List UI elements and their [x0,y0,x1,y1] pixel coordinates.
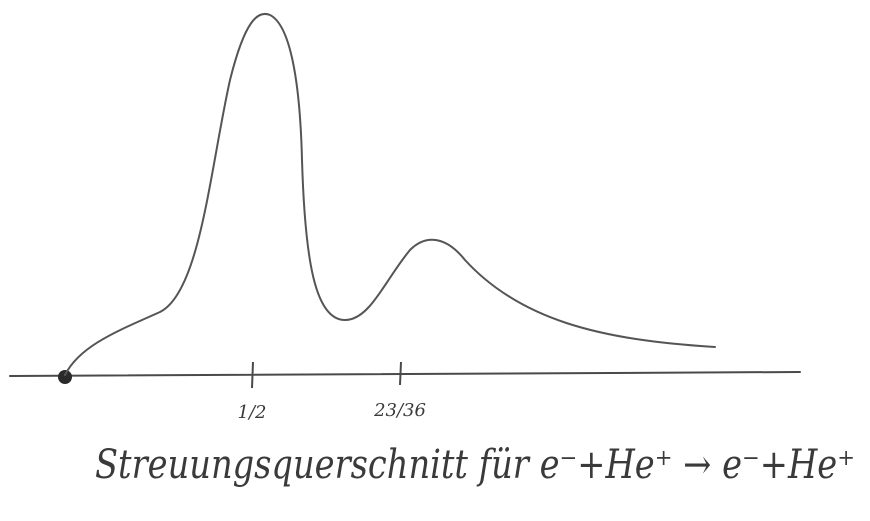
x-axis [9,371,801,377]
cross-section-curve [64,12,716,376]
tick-mark [399,361,402,386]
tick-mark [251,361,254,389]
tick-label: 23/36 [373,400,426,421]
origin-dot [58,370,72,384]
caption: Streuungsquerschnitt für e⁻+He⁺ → e⁻+He⁺ [95,442,855,488]
tick-label: 1/2 [238,402,267,423]
